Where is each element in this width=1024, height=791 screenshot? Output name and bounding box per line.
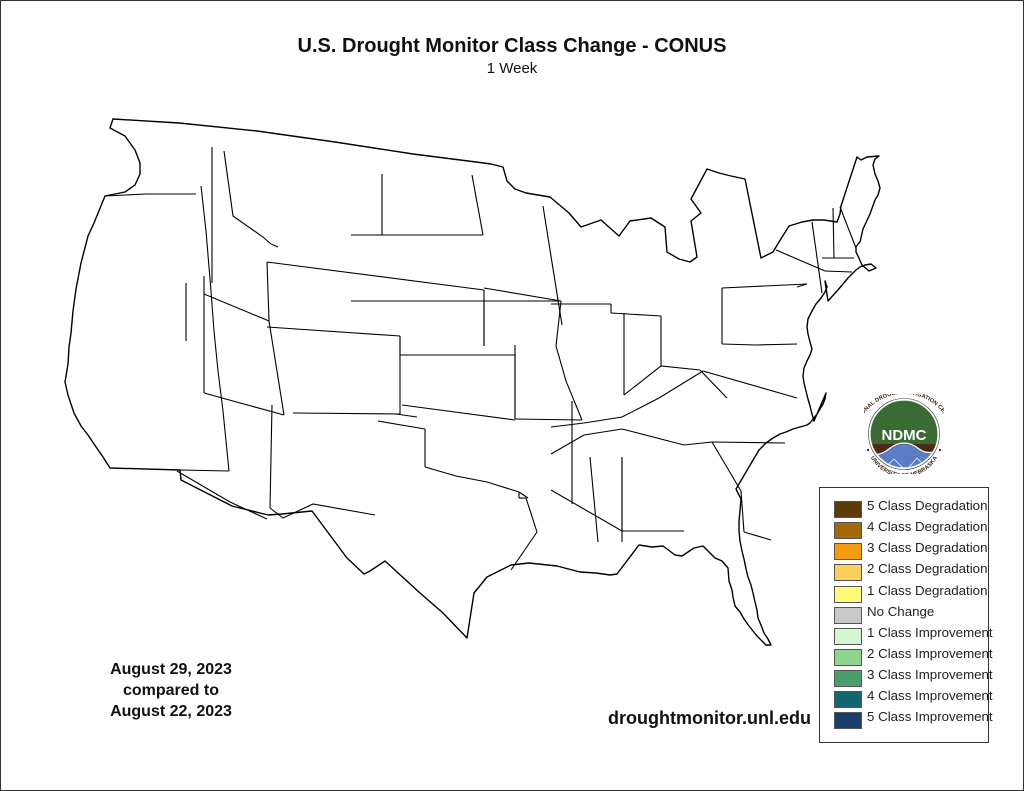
svg-text:NDMC: NDMC: [882, 427, 927, 444]
